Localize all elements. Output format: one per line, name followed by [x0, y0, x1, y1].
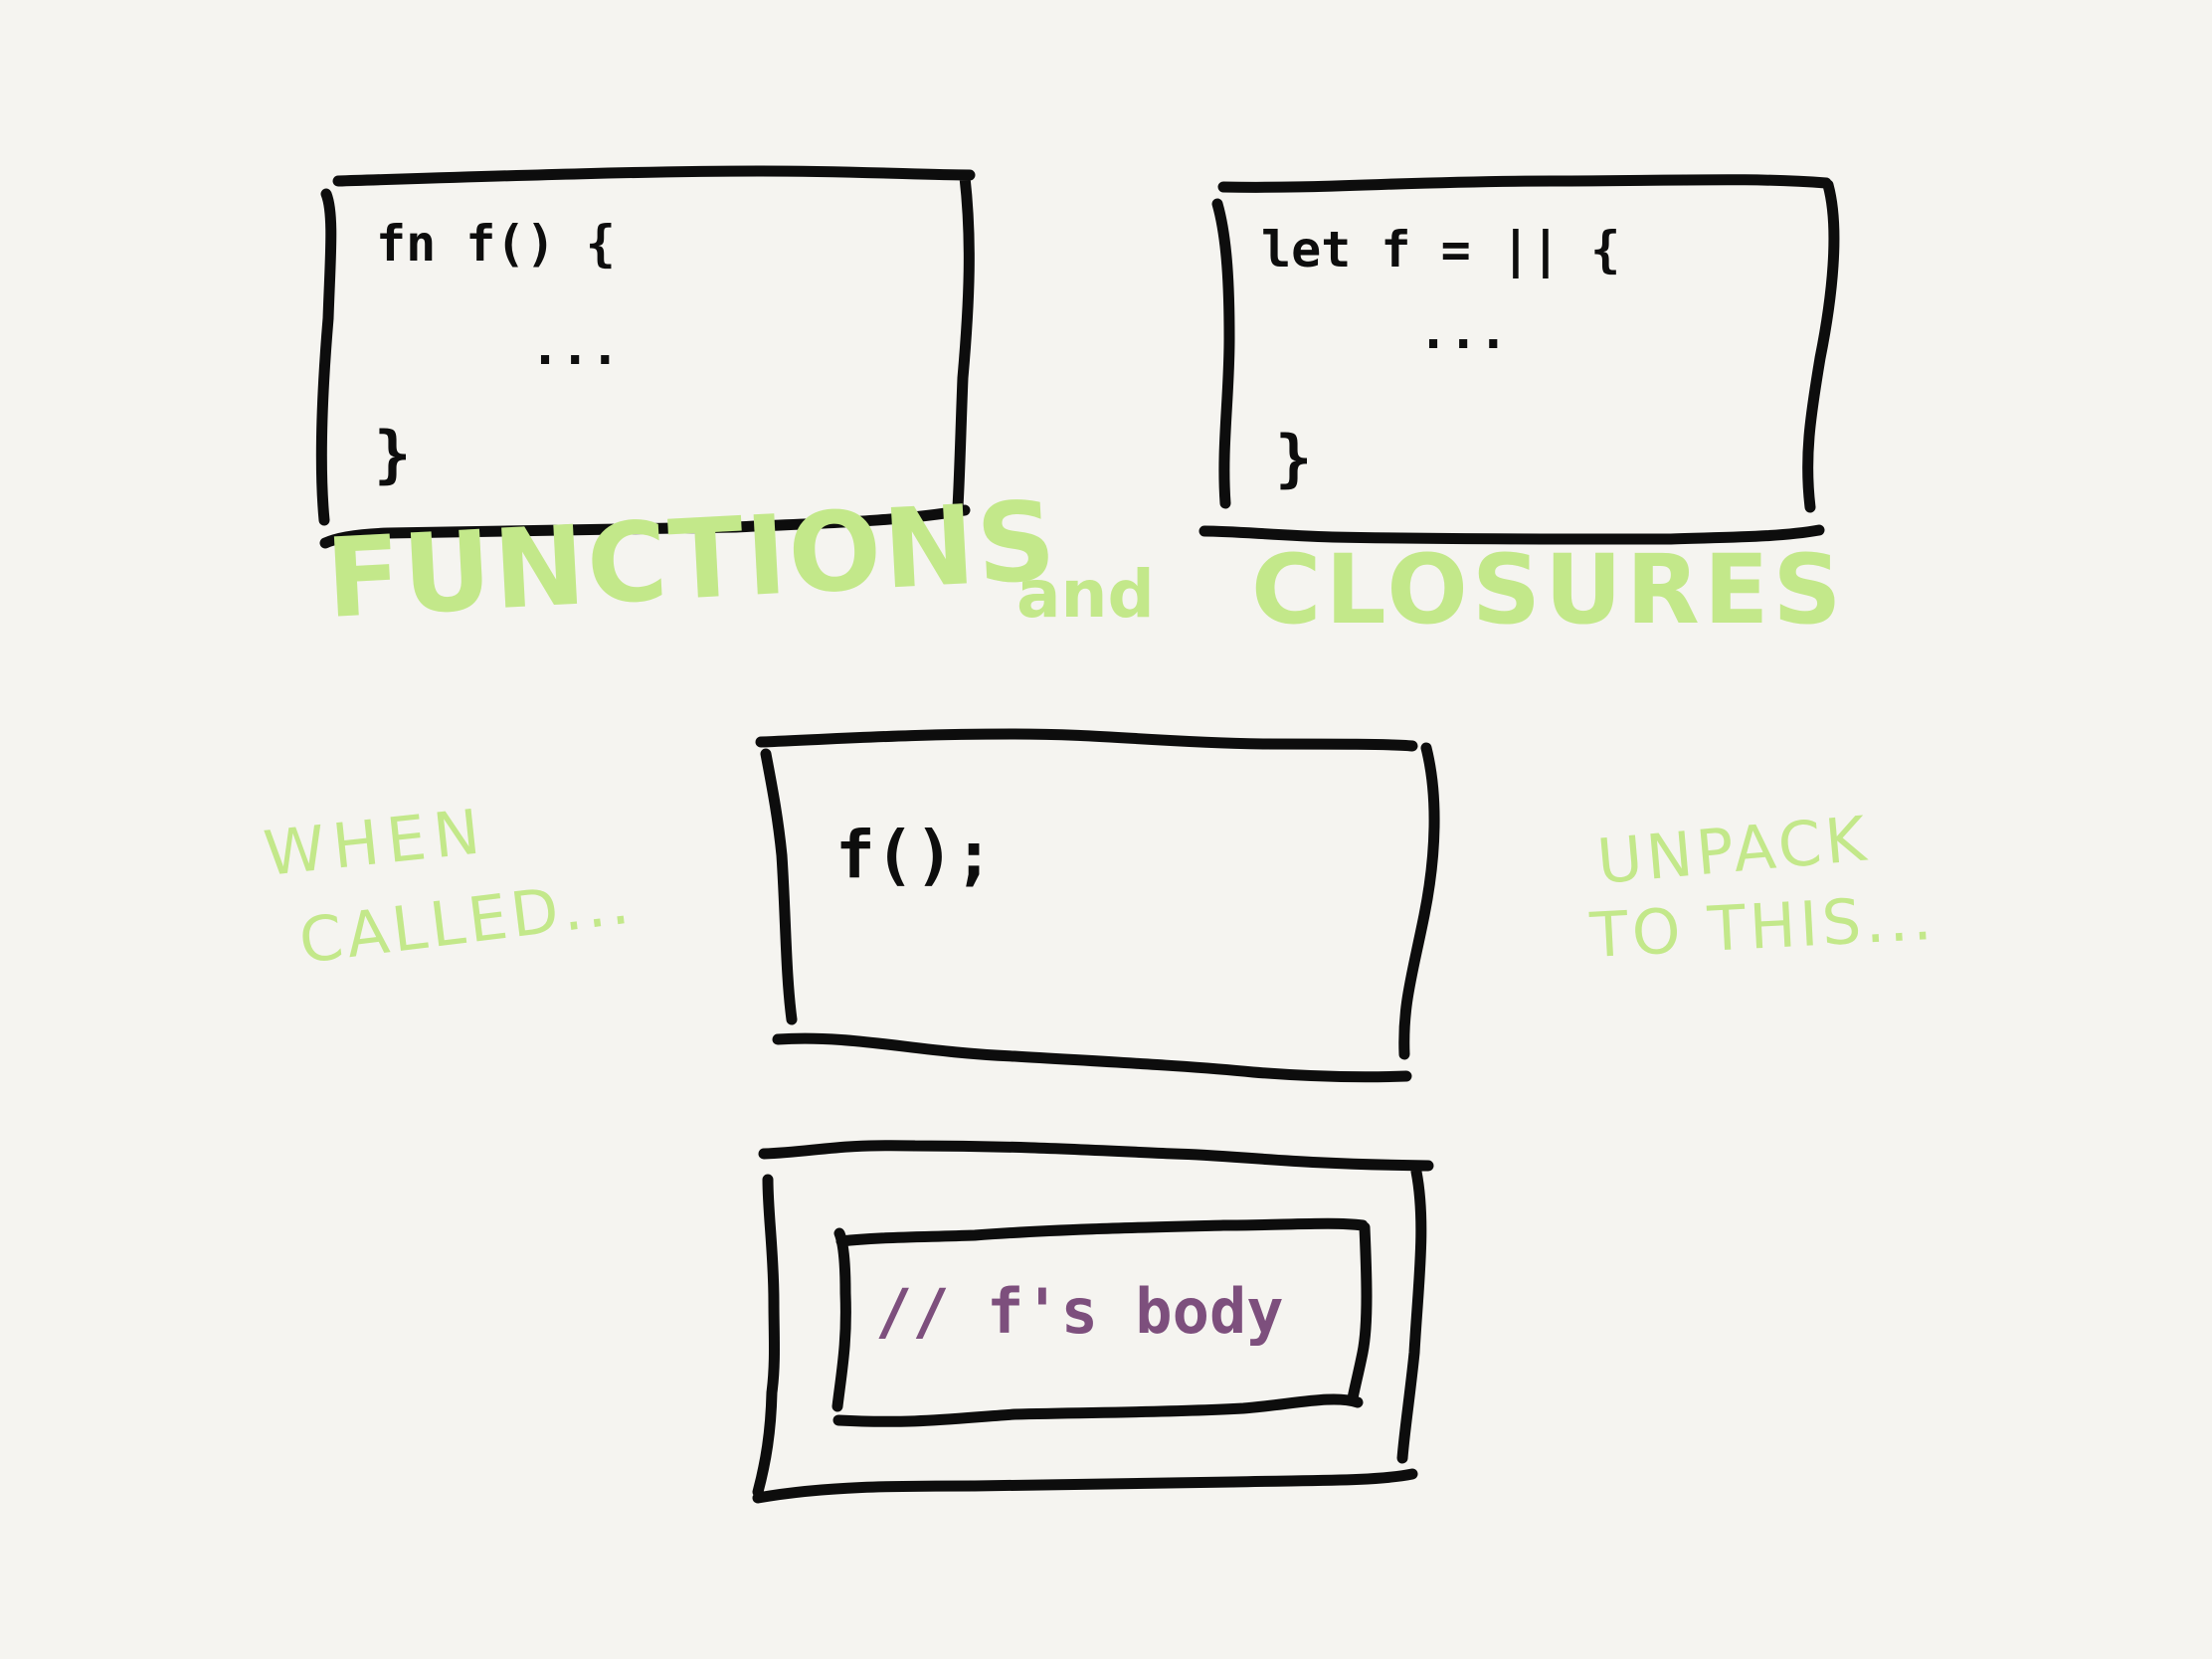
- closure-signature: let f = || {: [1261, 221, 1620, 278]
- function-box-border: [315, 165, 976, 549]
- title-and: and: [1016, 556, 1155, 633]
- call-site-box: f();: [755, 728, 1440, 1083]
- call-expression: f();: [835, 817, 994, 893]
- inlined-inner-border: [831, 1217, 1373, 1427]
- title: FUNCTIONS and CLOSURES: [323, 477, 1846, 645]
- title-closures: CLOSURES: [1251, 534, 1846, 645]
- closure-box-border: [1198, 174, 1840, 545]
- title-functions: FUNCTIONS: [323, 477, 1061, 643]
- function-closing-brace: }: [374, 418, 411, 490]
- inlined-body-box: // f's body: [752, 1140, 1434, 1504]
- unpack-line1: UNPACK: [1594, 802, 1873, 898]
- when-called-line1: WHEN: [261, 795, 491, 890]
- closure-body-ellipsis: ...: [1418, 302, 1508, 360]
- when-called-note: WHEN CALLED...: [261, 795, 637, 978]
- unpack-note: UNPACK TO THIS...: [1587, 802, 1937, 972]
- closure-closing-brace: }: [1275, 422, 1312, 494]
- closure-definition-box: let f = || { ... }: [1198, 174, 1840, 545]
- function-body-ellipsis: ...: [530, 318, 620, 376]
- inlined-outer-border: [752, 1140, 1434, 1504]
- inlined-body-comment: // f's body: [875, 1275, 1284, 1348]
- function-signature: fn f() {: [376, 215, 616, 273]
- unpack-line2: TO THIS...: [1587, 881, 1937, 972]
- call-box-border: [755, 728, 1440, 1083]
- function-definition-box: fn f() { ... }: [315, 165, 976, 549]
